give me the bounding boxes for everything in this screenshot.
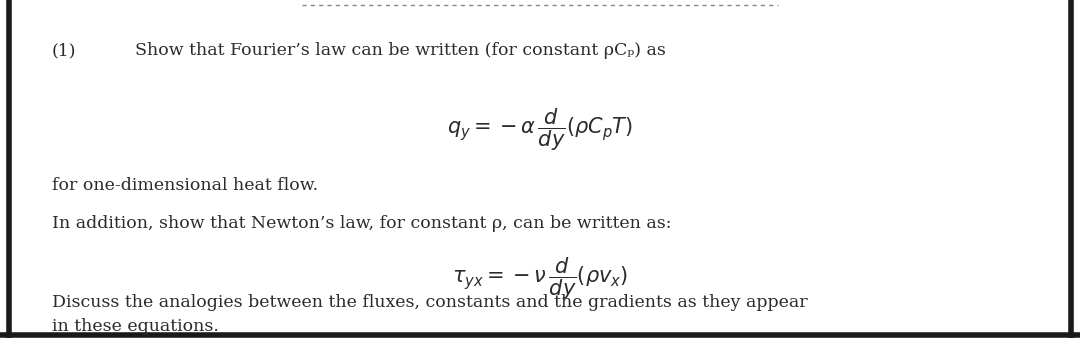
Text: for one-dimensional heat flow.: for one-dimensional heat flow. (52, 177, 318, 194)
Text: $q_y = -\alpha\,\dfrac{d}{dy}(\rho C_p T)$: $q_y = -\alpha\,\dfrac{d}{dy}(\rho C_p T… (447, 106, 633, 153)
Text: (1): (1) (52, 42, 77, 59)
Text: In addition, show that Newton’s law, for constant ρ, can be written as:: In addition, show that Newton’s law, for… (52, 215, 672, 232)
Text: Discuss the analogies between the fluxes, constants and the gradients as they ap: Discuss the analogies between the fluxes… (52, 294, 808, 311)
Text: $\tau_{yx} = -\nu\,\dfrac{d}{dy}(\rho v_x)$: $\tau_{yx} = -\nu\,\dfrac{d}{dy}(\rho v_… (451, 255, 629, 302)
Text: Show that Fourier’s law can be written (for constant ρCₚ) as: Show that Fourier’s law can be written (… (135, 42, 666, 59)
Text: in these equations.: in these equations. (52, 318, 219, 335)
